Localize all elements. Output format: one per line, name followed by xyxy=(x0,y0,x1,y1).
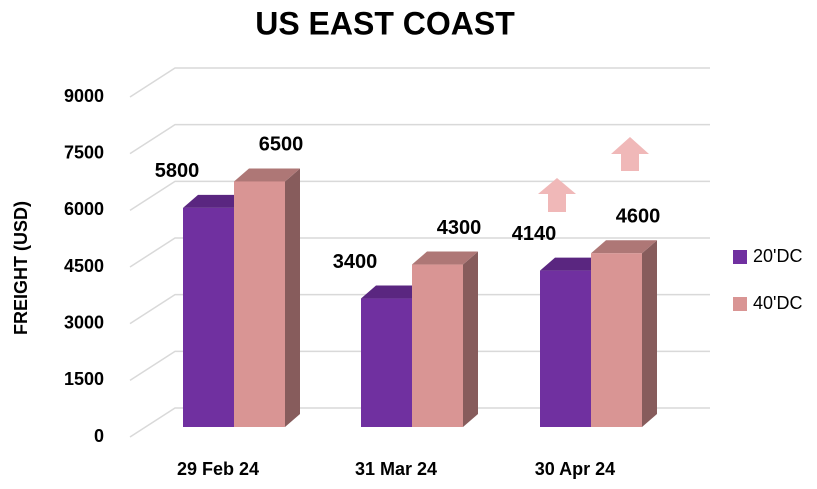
bar xyxy=(412,264,463,427)
grid xyxy=(129,67,710,438)
bar xyxy=(361,298,412,427)
grid-line xyxy=(129,123,710,155)
bar-top xyxy=(540,257,606,271)
x-tick-label: 30 Apr 24 xyxy=(535,459,615,479)
legend-swatch xyxy=(733,250,747,264)
value-label: 3400 xyxy=(333,251,378,273)
bar-top xyxy=(234,168,300,182)
legend-label: 40'DC xyxy=(753,293,802,313)
legend-label: 20'DC xyxy=(753,246,802,266)
bar xyxy=(183,207,234,427)
value-label: 4140 xyxy=(512,223,557,245)
chart-title: US EAST COAST xyxy=(255,5,515,41)
grid-line xyxy=(129,180,710,211)
bar-top xyxy=(361,285,427,299)
y-tick-label: 3000 xyxy=(64,312,104,332)
grid-line xyxy=(129,67,710,98)
bar-side xyxy=(642,240,657,427)
bar-top xyxy=(412,251,478,265)
y-tick-label: 0 xyxy=(94,426,104,446)
y-tick-label: 1500 xyxy=(64,369,104,389)
bar xyxy=(591,253,642,427)
y-tick-label: 9000 xyxy=(64,86,104,106)
bar-top xyxy=(591,240,657,254)
decor-arrow xyxy=(611,137,649,171)
value-label: 5800 xyxy=(155,160,200,182)
bar xyxy=(234,181,285,427)
y-tick-label: 4500 xyxy=(64,256,104,276)
grid-line xyxy=(129,350,710,381)
bars xyxy=(183,168,657,427)
decor-arrow xyxy=(538,178,576,212)
grid-line xyxy=(129,407,710,438)
legend-swatch xyxy=(733,297,747,311)
x-tick-label: 29 Feb 24 xyxy=(177,459,259,479)
bar-side xyxy=(285,168,300,427)
bar-side xyxy=(463,251,478,427)
value-label: 6500 xyxy=(259,134,304,156)
y-tick-label: 7500 xyxy=(64,142,104,162)
grid-line xyxy=(129,237,710,268)
grid-line xyxy=(129,293,710,325)
y-tick-label: 6000 xyxy=(64,199,104,219)
value-label: 4300 xyxy=(437,217,482,239)
y-axis-title: FREIGHT (USD) xyxy=(11,201,31,335)
bar xyxy=(540,270,591,427)
value-label: 4600 xyxy=(616,206,661,228)
x-tick-label: 31 Mar 24 xyxy=(355,459,437,479)
bar-top xyxy=(183,194,249,208)
